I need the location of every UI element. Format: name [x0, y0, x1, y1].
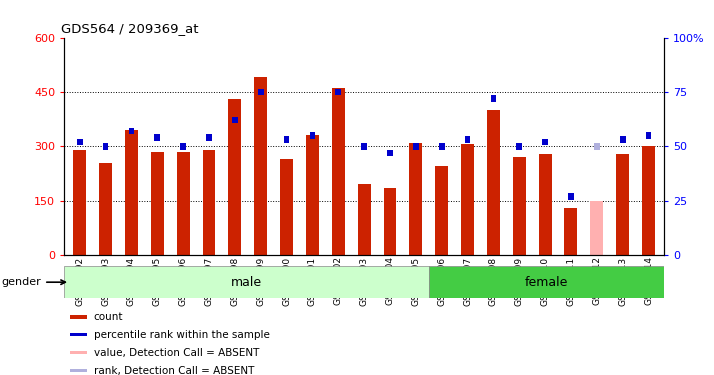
Text: rank, Detection Call = ABSENT: rank, Detection Call = ABSENT	[94, 366, 254, 375]
Bar	[436, 166, 448, 255]
Bar	[125, 130, 138, 255]
Bar	[487, 110, 500, 255]
Bar	[429, 266, 664, 298]
Bar	[513, 157, 526, 255]
Bar	[154, 134, 160, 141]
Bar	[336, 88, 341, 95]
Bar	[310, 132, 316, 139]
Bar	[103, 143, 109, 150]
Bar	[542, 139, 548, 145]
Bar	[387, 150, 393, 156]
Bar	[77, 139, 83, 145]
Text: female: female	[525, 276, 568, 289]
Bar	[283, 136, 289, 143]
Bar	[590, 201, 603, 255]
Bar	[306, 135, 319, 255]
Bar	[616, 153, 629, 255]
Bar	[206, 134, 212, 141]
Text: value, Detection Call = ABSENT: value, Detection Call = ABSENT	[94, 348, 259, 358]
Text: count: count	[94, 312, 124, 322]
Bar	[516, 143, 522, 150]
Bar	[565, 208, 578, 255]
Bar	[620, 136, 625, 143]
Bar	[181, 143, 186, 150]
Bar	[71, 369, 87, 372]
Text: gender: gender	[1, 277, 66, 287]
Bar	[642, 146, 655, 255]
Bar	[71, 315, 87, 319]
Text: percentile rank within the sample: percentile rank within the sample	[94, 330, 270, 340]
Bar	[439, 143, 445, 150]
Bar	[538, 153, 551, 255]
Bar	[232, 117, 238, 123]
Bar	[71, 351, 87, 354]
Bar	[203, 150, 216, 255]
Bar	[491, 95, 496, 102]
Bar	[74, 150, 86, 255]
Bar	[258, 88, 263, 95]
Bar	[99, 163, 112, 255]
Bar	[413, 143, 418, 150]
Bar	[361, 143, 367, 150]
Bar	[64, 266, 429, 298]
Bar	[151, 152, 164, 255]
Bar	[358, 184, 371, 255]
Bar	[645, 132, 651, 139]
Bar	[568, 193, 574, 200]
Bar	[71, 333, 87, 336]
Bar	[254, 77, 267, 255]
Bar	[409, 142, 422, 255]
Bar	[461, 144, 474, 255]
Bar	[332, 88, 345, 255]
Text: male: male	[231, 276, 262, 289]
Bar	[228, 99, 241, 255]
Bar	[129, 128, 134, 134]
Bar	[176, 152, 190, 255]
Bar	[594, 143, 600, 150]
Bar	[280, 159, 293, 255]
Bar	[383, 188, 396, 255]
Text: GDS564 / 209369_at: GDS564 / 209369_at	[61, 22, 198, 35]
Bar	[465, 136, 471, 143]
